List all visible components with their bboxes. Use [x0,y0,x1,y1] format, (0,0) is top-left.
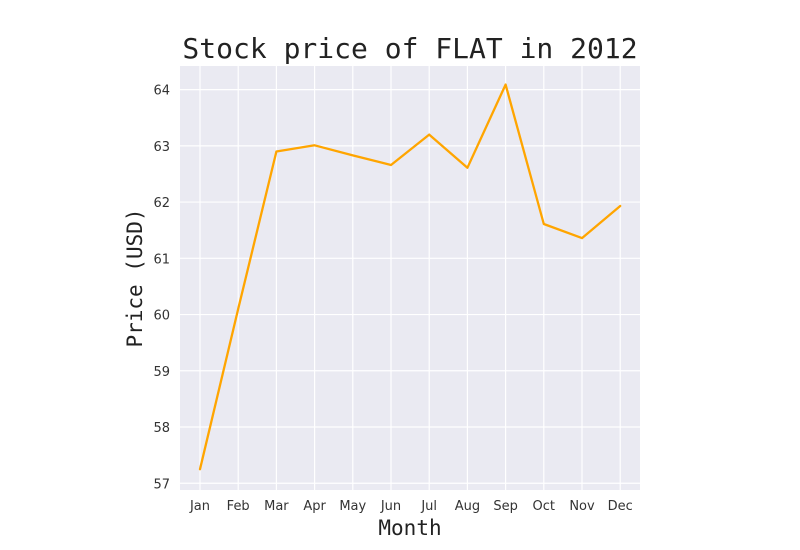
x-tick-label: Dec [608,499,633,514]
x-axis-label: Month [378,516,441,540]
x-tick-label: Nov [569,499,595,514]
y-tick-label: 58 [153,421,170,436]
y-tick-label: 57 [153,477,170,492]
x-tick-label: Feb [227,499,250,514]
x-tick-label: Oct [533,499,555,514]
y-tick-label: 63 [153,140,170,155]
x-tick-label: Sep [493,499,518,514]
gridlines [180,66,640,490]
y-tick-label: 62 [153,196,170,211]
chart-title: Stock price of FLAT in 2012 [182,32,637,65]
y-axis-label: Price (USD) [123,208,147,347]
x-tick-label: Jan [189,499,210,514]
x-tick-label: Jul [420,499,437,514]
y-tick-label: 61 [153,252,170,267]
x-tick-label: Jun [380,499,401,514]
y-tick-label: 59 [153,365,170,380]
x-tick-label: May [339,499,366,514]
series-lines [198,83,622,471]
y-tick-label: 60 [153,309,170,324]
x-tick-labels: Jan Feb Mar Apr May Jun Jul Aug Sep Oct Nov Dec [189,499,633,514]
x-tick-label: Mar [264,499,289,514]
x-tick-label: Aug [455,499,480,514]
plot-area-background [180,66,640,490]
price-series-line [198,83,622,471]
y-tick-label: 64 [153,84,170,99]
x-tick-label: Apr [303,499,326,514]
y-tick-labels: 57 58 59 60 61 62 63 64 [153,84,170,493]
